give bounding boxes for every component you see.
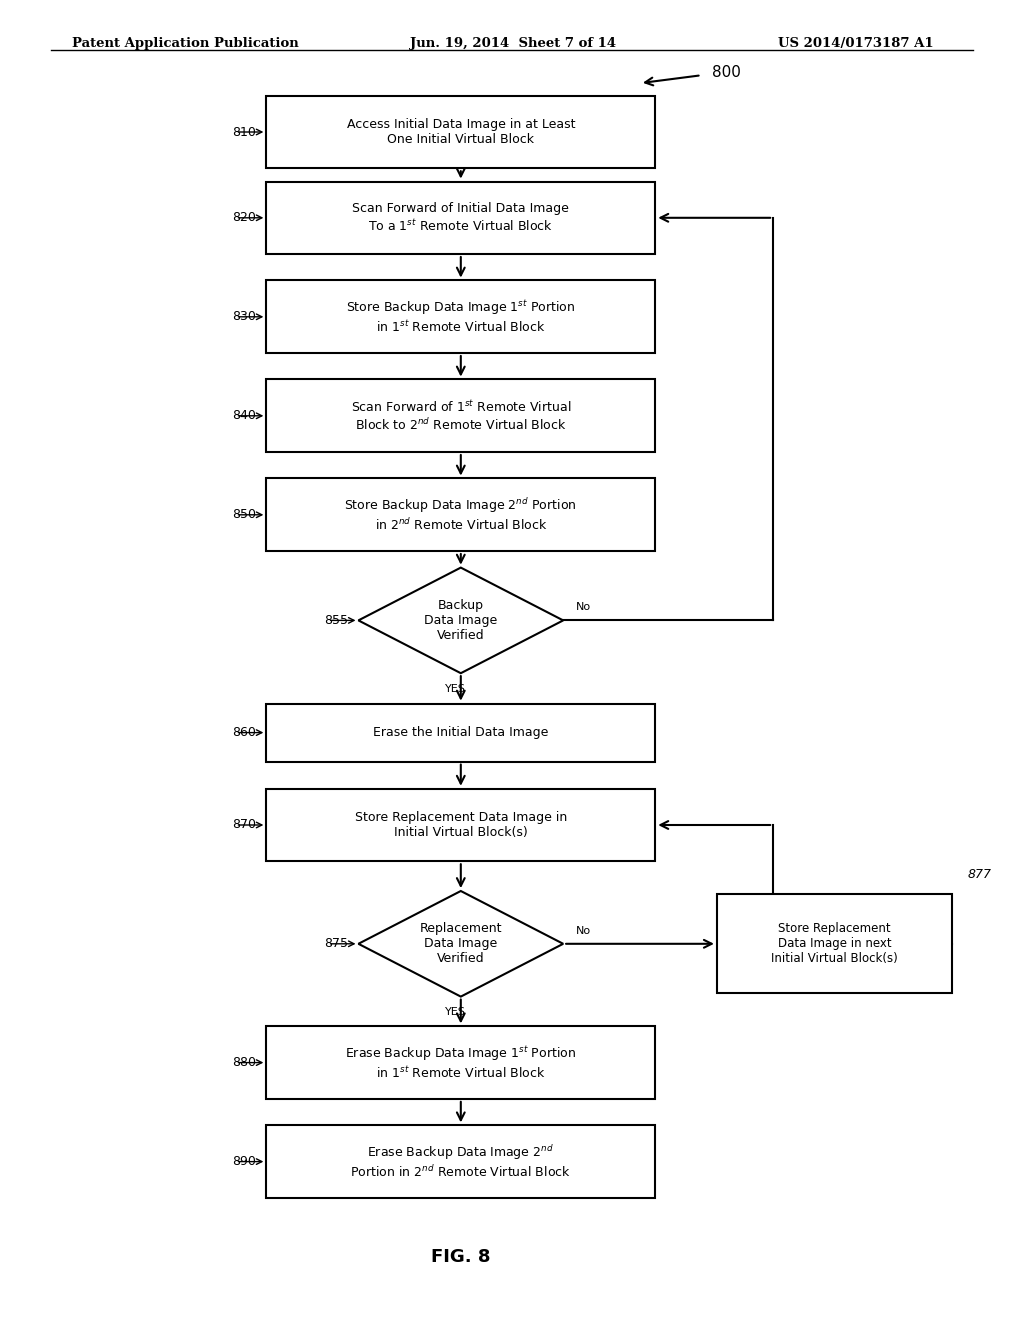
- Text: Access Initial Data Image in at Least
One Initial Virtual Block: Access Initial Data Image in at Least On…: [346, 117, 575, 147]
- Text: 870: 870: [232, 818, 256, 832]
- Text: 800: 800: [712, 65, 740, 81]
- Text: Scan Forward of Initial Data Image
To a 1$^{st}$ Remote Virtual Block: Scan Forward of Initial Data Image To a …: [352, 202, 569, 234]
- Text: Store Replacement Data Image in
Initial Virtual Block(s): Store Replacement Data Image in Initial …: [354, 810, 567, 840]
- FancyBboxPatch shape: [266, 379, 655, 451]
- Text: Erase Backup Data Image 1$^{st}$ Portion
in 1$^{st}$ Remote Virtual Block: Erase Backup Data Image 1$^{st}$ Portion…: [345, 1044, 577, 1081]
- FancyBboxPatch shape: [266, 95, 655, 168]
- Text: No: No: [575, 602, 591, 612]
- FancyBboxPatch shape: [266, 789, 655, 862]
- Text: YES: YES: [445, 1007, 466, 1018]
- Text: 890: 890: [232, 1155, 256, 1168]
- Text: Store Backup Data Image 2$^{nd}$ Portion
in 2$^{nd}$ Remote Virtual Block: Store Backup Data Image 2$^{nd}$ Portion…: [344, 496, 578, 533]
- Text: 860: 860: [232, 726, 256, 739]
- Text: Patent Application Publication: Patent Application Publication: [72, 37, 298, 50]
- FancyBboxPatch shape: [266, 704, 655, 762]
- Text: US 2014/0173187 A1: US 2014/0173187 A1: [778, 37, 934, 50]
- Text: 810: 810: [232, 125, 256, 139]
- Text: 840: 840: [232, 409, 256, 422]
- FancyBboxPatch shape: [266, 1125, 655, 1199]
- Text: 820: 820: [232, 211, 256, 224]
- FancyBboxPatch shape: [266, 280, 655, 352]
- Text: Erase Backup Data Image 2$^{nd}$
Portion in 2$^{nd}$ Remote Virtual Block: Erase Backup Data Image 2$^{nd}$ Portion…: [350, 1143, 571, 1180]
- FancyBboxPatch shape: [266, 478, 655, 552]
- Text: YES: YES: [445, 684, 466, 694]
- Text: 830: 830: [232, 310, 256, 323]
- Text: FIG. 8: FIG. 8: [431, 1247, 490, 1266]
- Text: 875: 875: [325, 937, 348, 950]
- Text: Replacement
Data Image
Verified: Replacement Data Image Verified: [420, 923, 502, 965]
- Text: Backup
Data Image
Verified: Backup Data Image Verified: [424, 599, 498, 642]
- Text: 850: 850: [232, 508, 256, 521]
- Text: Store Replacement
Data Image in next
Initial Virtual Block(s): Store Replacement Data Image in next Ini…: [771, 923, 898, 965]
- Text: 880: 880: [232, 1056, 256, 1069]
- Text: 855: 855: [325, 614, 348, 627]
- Text: 877: 877: [968, 869, 991, 882]
- Polygon shape: [358, 891, 563, 997]
- Polygon shape: [358, 568, 563, 673]
- Text: Store Backup Data Image 1$^{st}$ Portion
in 1$^{st}$ Remote Virtual Block: Store Backup Data Image 1$^{st}$ Portion…: [346, 298, 575, 335]
- FancyBboxPatch shape: [266, 181, 655, 253]
- FancyBboxPatch shape: [717, 895, 952, 993]
- Text: Scan Forward of 1$^{st}$ Remote Virtual
Block to 2$^{nd}$ Remote Virtual Block: Scan Forward of 1$^{st}$ Remote Virtual …: [350, 399, 571, 433]
- Text: No: No: [575, 925, 591, 936]
- FancyBboxPatch shape: [266, 1027, 655, 1098]
- Text: Jun. 19, 2014  Sheet 7 of 14: Jun. 19, 2014 Sheet 7 of 14: [410, 37, 615, 50]
- Text: Erase the Initial Data Image: Erase the Initial Data Image: [373, 726, 549, 739]
